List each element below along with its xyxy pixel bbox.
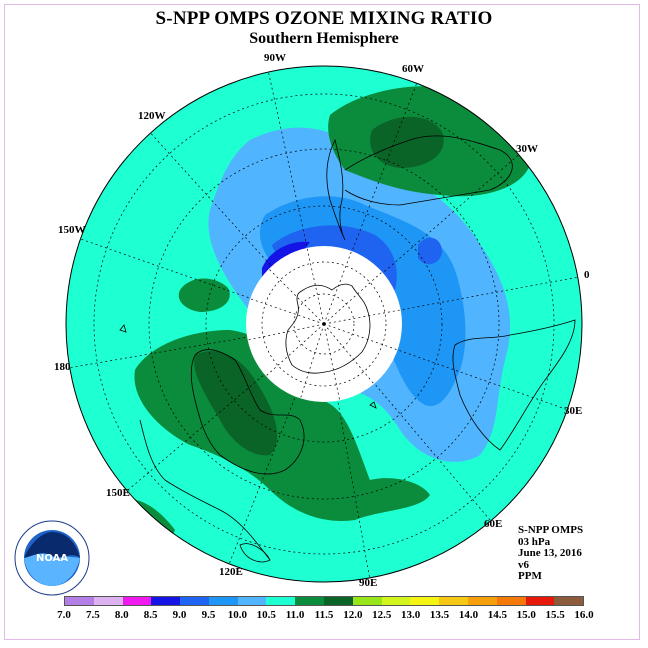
lon-label-120e: 120E	[219, 566, 243, 578]
colorbar-tick-label: 15.5	[545, 609, 565, 621]
colorbar-swatch-11	[381, 597, 411, 605]
colorbar-tick-label: 13.0	[401, 609, 421, 621]
colorbar-swatch-3	[151, 597, 181, 605]
colorbar	[64, 596, 584, 606]
lon-label-30e: 30E	[564, 405, 583, 417]
colorbar-swatch-9	[324, 597, 353, 605]
info-instrument: S-NPP OMPS	[518, 524, 584, 536]
colorbar-tick-label: 13.5	[429, 609, 450, 621]
info-units: PPM	[518, 570, 542, 582]
inner-graticule	[247, 247, 401, 403]
colorbar-tick-label: 10.0	[227, 609, 247, 621]
colorbar-tick-label: 16.0	[574, 609, 594, 621]
lon-label-90w: 90W	[264, 52, 286, 64]
colorbar-swatch-0	[65, 597, 94, 605]
colorbar-tick-label: 15.0	[516, 609, 536, 621]
colorbar-ticks: 7.0 7.5 8.0 8.5 9.0 9.5 10.0 10.5 11.0 11.5 12.0 12…	[57, 609, 594, 623]
lon-label-150w: 150W	[58, 224, 86, 236]
ozone-region-11-5-west	[178, 278, 230, 312]
lon-label-30w: 30W	[516, 143, 538, 155]
ozone-region-12-0-south	[194, 351, 278, 456]
colorbar-swatch-4	[180, 597, 209, 605]
info-date: June 13, 2016	[518, 547, 582, 559]
info-level: 03 hPa	[518, 535, 551, 548]
colorbar-tick-label: 12.5	[372, 609, 392, 621]
lon-label-60w: 60W	[402, 63, 424, 75]
info-version: v6	[518, 558, 529, 571]
colorbar-tick-label: 8.0	[114, 609, 129, 621]
colorbar-swatch-2	[122, 597, 152, 605]
colorbar-tick-label: 9.0	[172, 609, 187, 621]
noaa-logo: NOAA	[14, 520, 90, 596]
colorbar-tick-label: 9.5	[201, 609, 216, 621]
colorbar-tick-label: 11.5	[314, 609, 334, 621]
colorbar-tick-label: 10.5	[256, 609, 276, 621]
colorbar-swatch-13	[439, 597, 468, 605]
colorbar-tick-label: 14.5	[487, 609, 507, 621]
colorbar-tick-label: 14.0	[458, 609, 479, 621]
page-subtitle: Southern Hemisphere	[249, 30, 399, 47]
colorbar-swatch-16	[525, 597, 555, 605]
lon-label-60e: 60E	[484, 518, 503, 530]
noaa-logo-text: NOAA	[36, 553, 68, 564]
colorbar-swatch-12	[410, 597, 440, 605]
lon-label-90e: 90E	[359, 577, 378, 589]
coastlines	[119, 135, 576, 563]
colorbar-swatch-8	[295, 597, 325, 605]
colorbar-swatch-7	[266, 597, 296, 605]
ozone-region-9-5-patch	[398, 363, 415, 378]
colorbar-swatch-10	[352, 597, 382, 605]
lon-label-0: 0	[584, 269, 590, 281]
ozone-region-12-0-north	[370, 116, 444, 168]
colorbar-tick-label: 7.0	[57, 609, 71, 621]
antarctica-coastline	[285, 283, 371, 374]
colorbar-swatch-1	[93, 597, 123, 605]
colorbar-swatch-15	[496, 597, 526, 605]
colorbar-tick-label: 12.0	[343, 609, 363, 621]
lon-label-120w: 120W	[138, 110, 166, 122]
ozone-region-9-0-patch	[418, 237, 442, 265]
info-block: S-NPP OMPS 03 hPa June 13, 2016 v6 PPM	[518, 524, 584, 583]
lon-label-180: 180	[54, 361, 71, 373]
colorbar-tick-label: 7.5	[86, 609, 100, 621]
page-title: S-NPP OMPS OZONE MIXING RATIO	[155, 8, 493, 29]
plot-frame	[4, 4, 640, 640]
south-pole-marker	[322, 322, 326, 326]
graticule-meridians	[67, 69, 582, 581]
colorbar-swatch-5	[208, 597, 238, 605]
colorbar-tick-label: 11.0	[285, 609, 305, 621]
lon-label-150e: 150E	[106, 487, 130, 499]
colorbar-tick-label: 8.5	[143, 609, 158, 621]
map-boundary	[65, 65, 583, 583]
colorbar-swatch-17	[554, 597, 584, 605]
colorbar-swatch-6	[237, 597, 267, 605]
colorbar-swatch-14	[467, 597, 497, 605]
